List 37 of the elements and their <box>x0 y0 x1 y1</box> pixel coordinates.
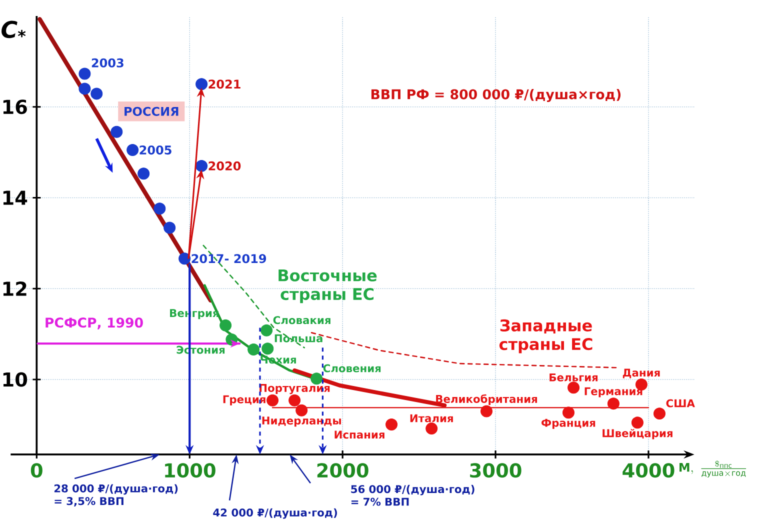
text: 42 000 ₽/(душа·год) <box>213 508 337 519</box>
annotation: 2020 <box>208 161 241 170</box>
x-tick-label: 1000 <box>165 463 216 478</box>
annotation: Италия <box>410 414 453 422</box>
annotation: ВВП РФ = 800 000 ₽/(душа×год) <box>371 88 621 102</box>
annotation: Франция <box>542 418 596 429</box>
annotation: Швейцария <box>602 428 672 440</box>
y-tick-label: 14 <box>3 190 28 205</box>
annotation: 2021 <box>208 80 240 89</box>
annotation: 2005 <box>140 145 172 155</box>
annotation: Нидерланды <box>262 416 341 427</box>
annotation: Дания <box>622 368 660 378</box>
annotation: Словакия <box>273 316 330 324</box>
annotation: Великобритания <box>436 394 538 405</box>
x-tick-label: 4000 <box>622 463 674 478</box>
y-tick-label: 10 <box>3 372 28 387</box>
text: 56 000 ₽/(душа·год) = 7% ВВП <box>351 484 474 506</box>
annotation: 2003 <box>92 58 124 68</box>
y-axis-title: C$_{*}$ <box>2 20 26 38</box>
series-label: РОССИЯ <box>124 106 178 116</box>
annotation: США <box>666 399 695 408</box>
annotation: Германия <box>584 387 642 398</box>
annotation: Польша <box>274 334 322 342</box>
x-axis-title: $\mathbf{M},\ \frac{\$_{\text{ппс}}}{\text{душа}\times\text{год}}$ <box>680 460 746 478</box>
x-tick-label: 2000 <box>317 463 368 478</box>
series-label: Восточные страны ЕС <box>278 269 377 304</box>
x-tick-label: 3000 <box>470 463 522 478</box>
text: Западные страны ЕС <box>499 319 592 354</box>
x-tick-label: 0 <box>30 463 42 478</box>
y-tick-label: 12 <box>3 281 26 296</box>
annotation: Греция <box>223 395 266 406</box>
annotation: Испания <box>334 430 384 439</box>
y-tick-label: 16 <box>3 100 27 114</box>
annotation: Бельгия <box>550 373 598 382</box>
annotation: Словения <box>323 364 381 372</box>
series-label: РСФСР, 1990 <box>46 317 143 330</box>
text: 28 000 ₽/(душа·год) = 3,5% ВВП <box>54 484 178 506</box>
